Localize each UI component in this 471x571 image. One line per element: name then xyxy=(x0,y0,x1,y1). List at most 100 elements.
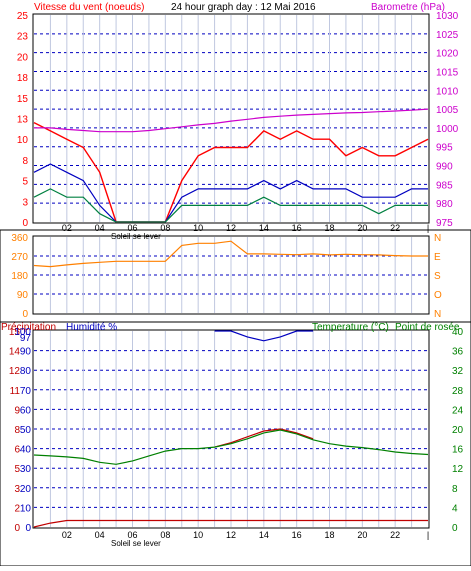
temp-xtick: 14 xyxy=(259,530,269,540)
temp-xtick: 04 xyxy=(95,530,105,540)
humidity-ytick: 70 xyxy=(20,386,32,397)
wind-line xyxy=(33,163,428,223)
precip-ytick: 2 xyxy=(14,503,20,514)
direction-box xyxy=(0,229,471,323)
baro-ytick: 1000 xyxy=(436,124,459,135)
temp-ytick: 28 xyxy=(452,386,464,397)
temp-ytick: 32 xyxy=(452,366,464,377)
wind-xtick: 10 xyxy=(193,223,203,233)
panel-direction-frame xyxy=(32,235,430,315)
dew-line xyxy=(214,428,314,448)
dir-y2tick: E xyxy=(434,252,441,263)
wind-ytick: 8 xyxy=(22,156,28,167)
humidity-ytick: 40 xyxy=(20,445,32,456)
wind-xtick: 02 xyxy=(62,223,72,233)
baro-line xyxy=(34,108,429,133)
temp-xtick: 18 xyxy=(324,530,334,540)
precip-ytick: 5 xyxy=(14,464,20,475)
precip-ytick: 11 xyxy=(10,386,21,397)
baro-ytick: 1015 xyxy=(436,67,459,78)
temp-xtick: 12 xyxy=(226,530,236,540)
direction-line xyxy=(33,240,428,268)
humidity-ytick: 10 xyxy=(20,503,32,514)
baro-ytick: 1010 xyxy=(436,86,459,97)
baro-ytick: 975 xyxy=(436,218,453,229)
panel-wind-frame xyxy=(32,13,430,224)
dir-ytick: 360 xyxy=(11,233,28,244)
wind-xtick: 12 xyxy=(226,223,236,233)
temp-ytick: 12 xyxy=(452,464,464,475)
wind-xtick: 08 xyxy=(160,223,170,233)
baro-ytick: 1005 xyxy=(436,105,459,116)
temp-ytick: 0 xyxy=(452,523,458,534)
baro-ytick: 990 xyxy=(436,162,453,173)
temp-ytick: 8 xyxy=(452,484,458,495)
wind-xtick: 04 xyxy=(95,223,105,233)
precip-ytick: 8 xyxy=(14,425,20,436)
humidity-ytick: 60 xyxy=(20,405,32,416)
dir-ytick: 90 xyxy=(17,290,29,301)
dir-ytick: 0 xyxy=(22,309,28,320)
wind-xtick: 22 xyxy=(390,223,400,233)
precip-ytick: 15 xyxy=(9,327,21,338)
humidity-ytick: 20 xyxy=(20,484,32,495)
temp-ytick: 20 xyxy=(452,425,464,436)
temp-xtick: 20 xyxy=(357,530,367,540)
wind-ytick: 10 xyxy=(17,135,29,146)
precip-ytick: 12 xyxy=(9,366,21,377)
precip-ytick: 3 xyxy=(14,484,20,495)
wind-ytick: 13 xyxy=(17,115,29,126)
gust-line xyxy=(33,121,429,223)
humidity-ytick: 30 xyxy=(20,464,32,475)
wind-ytick: 25 xyxy=(17,11,29,22)
humidity-ytick: 50 xyxy=(20,425,32,436)
baro-ytick: 1030 xyxy=(436,11,459,22)
dir-y2tick: N xyxy=(434,309,441,320)
wind-xtick: 14 xyxy=(259,223,269,233)
wind-xtick: 06 xyxy=(127,223,137,233)
precip-ytick: 6 xyxy=(14,445,20,456)
temp-xtick: 08 xyxy=(160,530,170,540)
wind-low-line xyxy=(33,188,428,223)
humidity-label: Humidité % xyxy=(66,322,117,333)
temp-ytick: 24 xyxy=(452,405,464,416)
temp-xtick: 10 xyxy=(193,530,203,540)
baro-label: Barometre (hPa) xyxy=(371,2,445,13)
dir-y2tick: N xyxy=(434,233,441,244)
humidity-ytick: 80 xyxy=(20,366,32,377)
precip-label: Précipitation xyxy=(1,322,56,333)
dir-ytick: 270 xyxy=(11,252,28,263)
wind-xtick: 16 xyxy=(292,223,302,233)
temp-ytick: 4 xyxy=(452,503,458,514)
humidity-ytick: 100 xyxy=(14,327,31,338)
humidity-line xyxy=(214,330,314,342)
temp-ytick: 40 xyxy=(452,327,464,338)
baro-ytick: 1020 xyxy=(436,49,459,60)
dew-label: Point de rosée xyxy=(395,322,460,333)
sunrise-label-bottom: Soleil se lever xyxy=(111,539,161,548)
wind-ytick: 20 xyxy=(17,52,29,63)
wind-ytick: 5 xyxy=(22,177,28,188)
temp-xtick: 06 xyxy=(127,530,137,540)
wind-xtick: 20 xyxy=(357,223,367,233)
graph-title: 24 hour graph day : 12 Mai 2016 xyxy=(171,2,316,13)
wind-xtick: 18 xyxy=(324,223,334,233)
sunrise-label-top: Soleil se lever xyxy=(111,232,161,241)
temp-label: Temperature (°C) xyxy=(312,322,389,333)
temp-line xyxy=(33,429,429,465)
humidity-ytick: 0 xyxy=(25,523,31,534)
wind-ytick: 3 xyxy=(22,197,28,208)
dir-y2tick: O xyxy=(434,290,442,301)
wind-ytick: 15 xyxy=(17,94,29,105)
temp-xtick: 22 xyxy=(390,530,400,540)
temp-xtick: 16 xyxy=(292,530,302,540)
dir-y2tick: S xyxy=(434,271,441,282)
panel-temp-frame xyxy=(32,329,430,529)
precip-ytick: 14 xyxy=(9,347,21,358)
humidity-ytick: 97 xyxy=(20,333,32,344)
baro-ytick: 1025 xyxy=(436,30,459,41)
baro-ytick: 980 xyxy=(436,199,453,210)
precip-ytick: 9 xyxy=(14,405,20,416)
temp-ytick: 36 xyxy=(452,347,464,358)
